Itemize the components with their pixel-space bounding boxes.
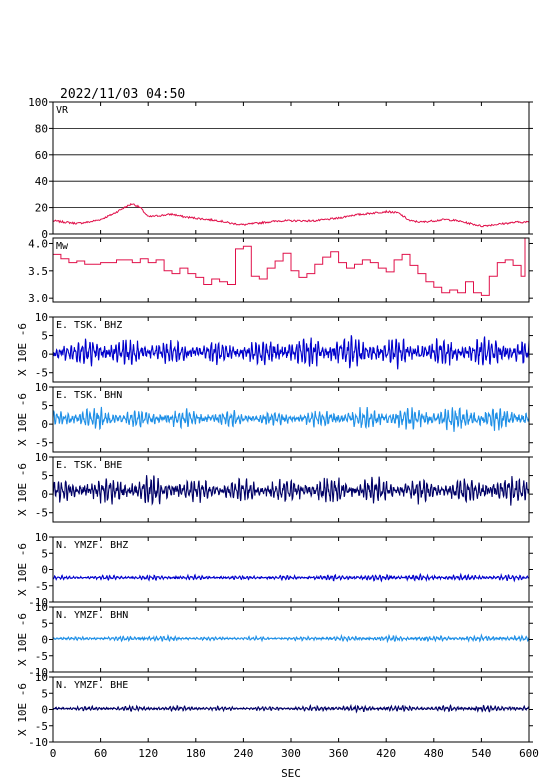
x-tick-label-360: 360 [329,747,349,760]
series-line-mw [53,237,530,296]
y-tick-label-ymzf-bhn--5: -5 [35,650,48,663]
y-tick-label-vr-100: 100 [28,96,48,109]
x-tick-label-600: 600 [519,747,539,760]
y-tick-label-ymzf-bhz-5: 5 [41,547,48,560]
y-tick-label-ymzf-bhn-0: 0 [41,634,48,647]
y-tick-label-tsk-bhz--5: -5 [35,367,48,380]
panel-label-vr: VR [56,105,69,116]
panel-label-ymzf-bhn: N. YMZF. BHN [56,610,128,621]
series-line-tsk-bhe [52,475,530,506]
y-tick-label-mw-3: 3.0 [28,292,48,305]
series-line-tsk-bhz [52,335,530,370]
y-tick-label-ymzf-bhn--10: -10 [28,666,48,679]
x-tick-label-420: 420 [376,747,396,760]
y-tick-label-ymzf-bhe-10: 10 [35,671,48,684]
y-axis-label-ymzf-bhe: X 10E -6 [16,683,29,736]
series-line-ymzf-bhz [52,572,530,583]
y-axis-label-ymzf-bhn: X 10E -6 [16,613,29,666]
y-tick-label-ymzf-bhe--10: -10 [28,736,48,749]
series-line-ymzf-bhe [52,703,530,714]
panel-ymzf-bhe: -10 -5 0 5 10 N. YMZF. BHE X 10E -6 [16,671,533,749]
y-tick-label-tsk-bhe-5: 5 [41,470,48,483]
figure-title: 2022/11/03 04:50 [60,87,185,102]
y-tick-label-ymzf-bhe-0: 0 [41,704,48,717]
y-tick-label-vr-0: 0 [41,228,48,241]
plot-frame-vr [52,101,530,235]
y-tick-label-ymzf-bhn-5: 5 [41,617,48,630]
y-tick-label-ymzf-bhz--10: -10 [28,596,48,609]
series-line-tsk-bhn [52,406,530,432]
x-tick-label-60: 60 [94,747,107,760]
y-tick-label-tsk-bhe--5: -5 [35,507,48,520]
y-tick-label-tsk-bhn--5: -5 [35,437,48,450]
y-tick-label-tsk-bhe-10: 10 [35,451,48,464]
y-axis-label-ymzf-bhz: X 10E -6 [16,543,29,596]
y-axis-label-tsk-bhe: X 10E -6 [16,463,29,516]
y-tick-label-tsk-bhe-0: 0 [41,488,48,501]
y-tick-label-tsk-bhn-10: 10 [35,381,48,394]
x-tick-label-540: 540 [471,747,491,760]
x-tick-label-480: 480 [424,747,444,760]
y-tick-label-tsk-bhz-10: 10 [35,311,48,324]
y-tick-label-tsk-bhn-5: 5 [41,400,48,413]
panel-label-ymzf-bhe: N. YMZF. BHE [56,680,128,691]
panel-label-tsk-bhz: E. TSK. BHZ [56,320,122,331]
x-tick-label-0: 0 [50,747,57,760]
panel-vr: 0 20 40 60 80 100 VR [28,96,533,241]
panel-label-mw: Mw [56,241,69,252]
panel-tsk-bhe: -5 0 5 10 E. TSK. BHE X 10E -6 [16,451,533,523]
series-line-ymzf-bhn [52,633,530,644]
panel-label-tsk-bhe: E. TSK. BHE [56,460,122,471]
x-axis-label: SEC [281,767,301,780]
panel-tsk-bhn: -5 0 5 10 E. TSK. BHN X 10E -6 [16,381,533,453]
panel-ymzf-bhz: -10 -5 0 5 10 N. YMZF. BHZ X 10E -6 [16,531,533,609]
y-tick-label-mw-4: 4.0 [28,237,48,250]
y-tick-label-ymzf-bhn-10: 10 [35,601,48,614]
panel-label-ymzf-bhz: N. YMZF. BHZ [56,540,128,551]
y-tick-label-tsk-bhn-0: 0 [41,418,48,431]
y-tick-label-ymzf-bhz-10: 10 [35,531,48,544]
panel-tsk-bhz: -5 0 5 10 E. TSK. BHZ X 10E -6 [16,311,533,383]
y-tick-label-vr-40: 40 [35,175,48,188]
panel-mw: 3.0 3.5 4.0 Mw [28,237,533,305]
plot-frame-tsk-bhz [52,316,530,383]
x-tick-label-240: 240 [233,747,253,760]
x-tick-label-180: 180 [186,747,206,760]
panel-label-tsk-bhn: E. TSK. BHN [56,390,122,401]
y-tick-label-mw-3.5: 3.5 [28,265,48,278]
y-axis-label-tsk-bhn: X 10E -6 [16,393,29,446]
y-tick-label-tsk-bhz-5: 5 [41,330,48,343]
y-tick-label-vr-60: 60 [35,149,48,162]
y-axis-label-tsk-bhz: X 10E -6 [16,323,29,376]
y-tick-label-vr-80: 80 [35,122,48,135]
series-line-vr [52,203,530,228]
y-tick-label-vr-20: 20 [35,202,48,215]
x-tick-label-300: 300 [281,747,301,760]
panel-ymzf-bhn: -10 -5 0 5 10 N. YMZF. BHN X 10E -6 [16,601,533,679]
y-tick-label-tsk-bhz-0: 0 [41,348,48,361]
y-tick-label-ymzf-bhe-5: 5 [41,687,48,700]
y-tick-label-ymzf-bhz--5: -5 [35,580,48,593]
x-tick-label-120: 120 [138,747,158,760]
y-tick-label-ymzf-bhz-0: 0 [41,564,48,577]
y-tick-label-ymzf-bhe--5: -5 [35,720,48,733]
